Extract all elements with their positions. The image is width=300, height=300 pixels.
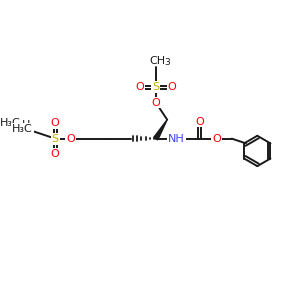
Text: O: O bbox=[51, 149, 60, 159]
Text: H₃C: H₃C bbox=[0, 118, 21, 128]
Text: NH: NH bbox=[168, 134, 185, 144]
Text: O: O bbox=[135, 82, 144, 92]
Text: O: O bbox=[66, 134, 75, 144]
Text: O: O bbox=[167, 82, 176, 92]
Text: S: S bbox=[152, 82, 159, 92]
Text: CH: CH bbox=[150, 56, 166, 66]
Text: O: O bbox=[152, 98, 160, 108]
Text: O: O bbox=[51, 118, 60, 128]
Text: H: H bbox=[22, 120, 31, 130]
Text: O: O bbox=[212, 134, 221, 144]
Text: O: O bbox=[195, 116, 204, 127]
Polygon shape bbox=[154, 120, 167, 140]
Text: H₃C: H₃C bbox=[12, 124, 32, 134]
Text: 3: 3 bbox=[164, 58, 170, 68]
Text: S: S bbox=[52, 134, 59, 144]
